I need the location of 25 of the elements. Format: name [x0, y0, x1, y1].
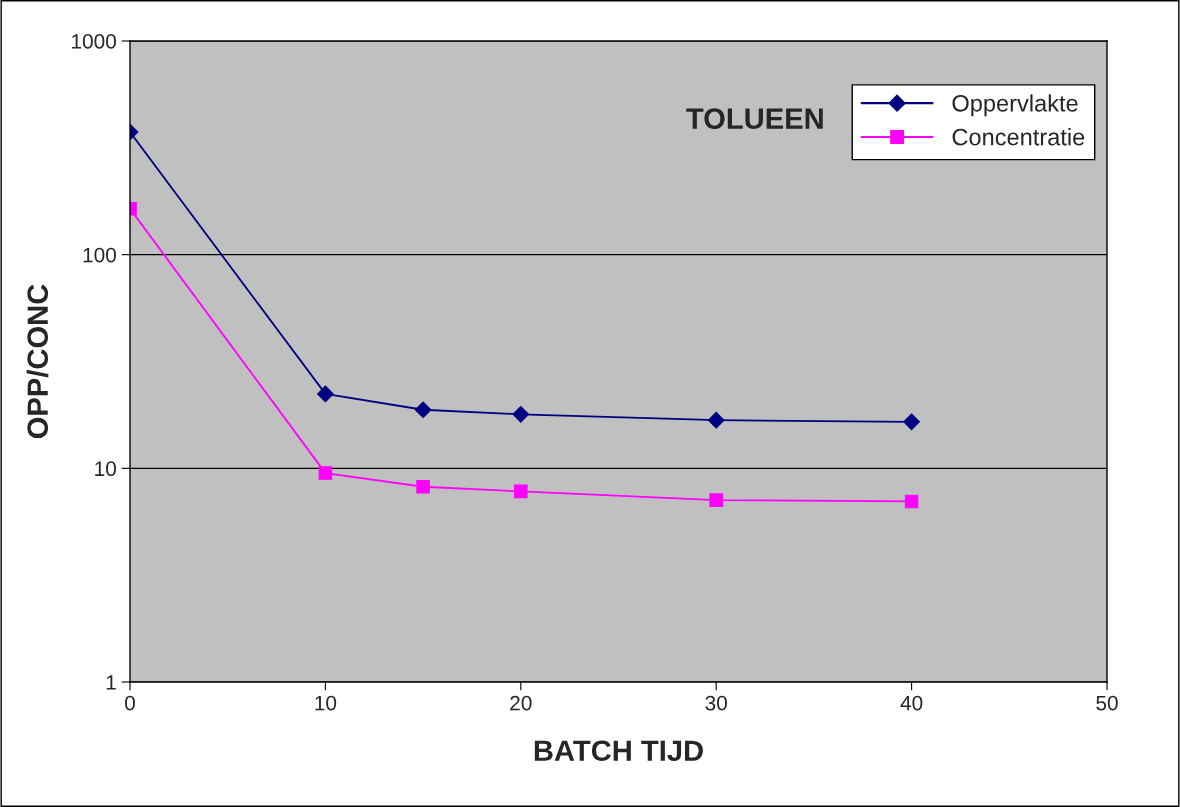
y-axis-title: OPP/CONC — [26, 284, 49, 439]
y-tick-label: 10 — [95, 461, 116, 477]
x-tick-label: 30 — [705, 695, 727, 711]
x-tick-label: 0 — [125, 695, 135, 711]
x-axis-title: BATCH TIJD — [534, 740, 703, 762]
point — [904, 494, 919, 509]
x-tick-label: 50 — [1096, 695, 1118, 711]
point — [903, 413, 920, 431]
point — [414, 401, 432, 419]
point — [707, 411, 725, 429]
y-tick-label: 1 — [106, 675, 116, 690]
legend-label: Oppervlakte — [952, 94, 1078, 117]
point — [709, 493, 723, 507]
point — [318, 466, 333, 480]
legend-label: Concentratie — [952, 128, 1085, 146]
x-tick-label: 40 — [900, 695, 923, 711]
y-tick-label: 1000 — [72, 34, 116, 49]
point — [514, 484, 528, 499]
point — [512, 405, 530, 423]
point — [416, 479, 430, 494]
x-tick-label: 20 — [510, 695, 532, 711]
y-tick-label: 100 — [83, 247, 116, 263]
text: TOLUEEN — [686, 108, 823, 129]
x-tick-label: 10 — [315, 695, 337, 711]
point — [317, 385, 334, 403]
